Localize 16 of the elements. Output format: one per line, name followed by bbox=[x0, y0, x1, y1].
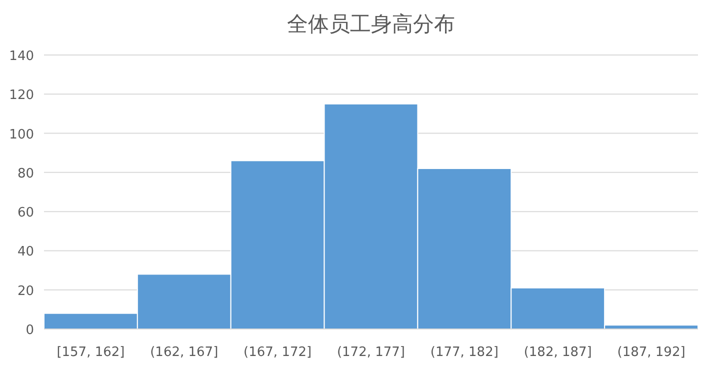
y-tick-label: 80 bbox=[17, 166, 34, 182]
y-tick-label: 0 bbox=[26, 323, 34, 338]
y-tick-label: 60 bbox=[17, 206, 34, 221]
x-tick-label: (182, 187] bbox=[524, 345, 592, 360]
y-tick-label: 120 bbox=[9, 88, 34, 104]
y-tick-label: 20 bbox=[17, 284, 34, 299]
x-tick-label: (172, 177] bbox=[336, 345, 406, 360]
x-tick-label: (162, 167] bbox=[150, 345, 218, 360]
y-tick-label: 40 bbox=[17, 244, 34, 260]
y-tick-label: 100 bbox=[9, 127, 34, 142]
x-tick-label: (167, 172] bbox=[244, 345, 312, 360]
x-tick-label: (177, 182] bbox=[430, 345, 498, 360]
x-tick-label: (187, 192] bbox=[617, 345, 686, 360]
y-tick-label: 140 bbox=[9, 49, 34, 64]
x-tick-label: [157, 162] bbox=[56, 345, 125, 360]
chart-title: 全体员工身高分布 bbox=[287, 12, 455, 36]
